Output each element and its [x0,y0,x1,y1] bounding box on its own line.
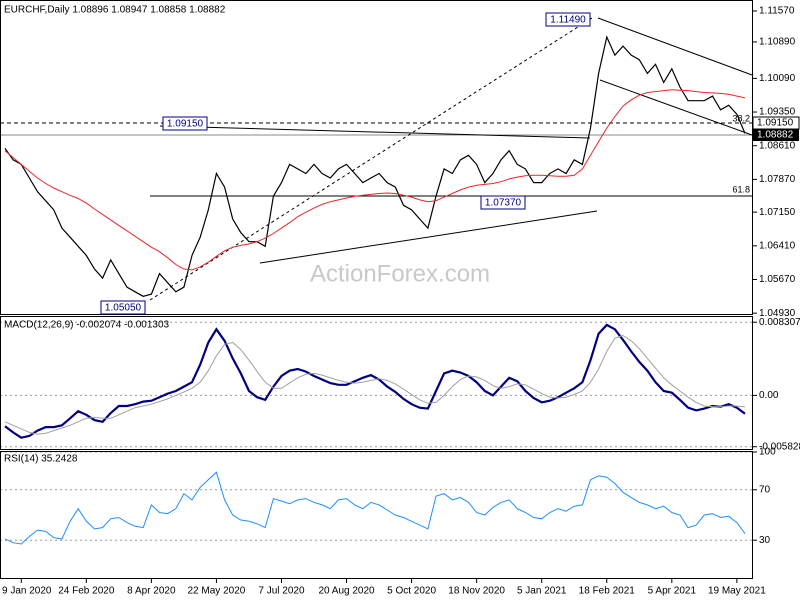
y-tick-label: 0.008307 [759,317,800,328]
y-tick-label: 1.07870 [759,174,796,185]
y-tick-label: 1.04930 [759,308,796,319]
macd-panel [0,316,753,450]
series-line [4,334,746,435]
y-tick-label: 1.11570 [759,6,795,17]
price-tag-text: 1.09150 [757,118,794,129]
chart-title: EURCHF,Daily 1.08896 1.08947 1.08858 1.0… [4,5,226,16]
y-tick-label: 30 [759,535,771,546]
trend-line [159,125,591,139]
trend-line [259,210,598,264]
macd-title: MACD(12,26,9) -0.002074 -0.001303 [4,320,170,331]
annotation: 1.11490 [545,12,591,27]
rsi-title: RSI(14) 35.2428 [4,454,78,465]
annotation-box [480,195,526,210]
x-tick-label: 22 May 2020 [188,586,246,597]
y-tick-label: 1.09350 [759,107,796,118]
axis-area [752,0,800,600]
series-line [4,471,746,545]
fib-label: 38.2 [732,113,750,123]
annotation: 1.07370 [480,195,526,210]
y-tick-label: 0.00 [759,390,779,401]
price-tag [753,129,799,141]
y-tick-label: -0.005828 [759,441,800,452]
y-tick-label: 1.07150 [759,207,796,218]
x-tick-label: 18 Nov 2020 [448,586,505,597]
annotation: 1.09150 [162,116,208,131]
x-tick-label: 5 Apr 2021 [648,586,697,597]
annotation-box [545,12,591,27]
x-tick-label: 19 May 2021 [708,586,766,597]
y-tick-label: 100 [759,447,776,458]
x-tick-label: 5 Oct 2020 [387,586,436,597]
x-tick-label: 5 Jan 2021 [517,586,567,597]
x-tick-label: 8 Apr 2020 [127,586,176,597]
x-tick-label: 7 Jul 2020 [258,586,305,597]
annotation: 1.05050 [100,300,146,315]
y-tick-label: 1.10090 [759,73,796,84]
fib-label: 61.8 [732,184,750,194]
series-line [4,323,746,439]
annotation-text: 1.11490 [550,15,586,26]
drawn-lines [0,17,753,301]
y-tick-label: 1.05670 [759,274,796,285]
series-line [4,89,746,271]
annotation-text: 1.09150 [167,119,204,130]
series-line [4,35,746,297]
channel-line [597,17,753,76]
price-tag-text: 1.08882 [757,130,794,141]
annotation-box [100,300,146,315]
axes: 1.11570 1.10890 1.10090 1.09350 1.08610 1.078… [2,6,800,597]
y-tick-label: 1.06410 [759,240,796,251]
watermark: ActionForex.com [310,260,490,287]
y-tick-label: 1.10890 [759,37,796,48]
rsi-panel [0,451,753,579]
y-tick-label: 70 [759,484,771,495]
annotation-text: 1.07370 [485,198,522,209]
annotation-text: 1.05050 [105,303,142,314]
x-tick-label: 20 Aug 2020 [318,586,375,597]
x-tick-label: 18 Feb 2021 [579,586,636,597]
price-panel [0,0,753,315]
y-tick-label: 1.08610 [759,140,796,151]
channel-line [599,79,753,136]
x-tick-label: 9 Jan 2020 [2,586,52,597]
x-tick-label: 24 Feb 2020 [58,586,115,597]
annotation-box [162,116,208,131]
